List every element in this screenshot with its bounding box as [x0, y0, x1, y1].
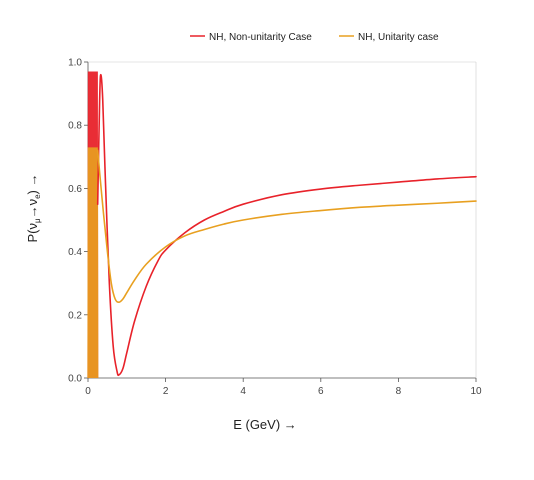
y-tick-label-5: 1.0 — [68, 58, 82, 69]
y-tick-label-3: 0.6 — [68, 184, 82, 195]
y-tick-label-4: 0.8 — [68, 121, 82, 132]
plot-frame — [87, 61, 477, 379]
x-tick-label-4: 8 — [396, 386, 402, 397]
series-line-unitarity — [96, 149, 477, 303]
x-axis-title: E (GeV) → — [233, 417, 297, 432]
y-axis-title: P(νμ→νe) → — [25, 173, 42, 242]
legend: NH, Non-unitarity Case NH, Unitarity cas… — [190, 32, 439, 43]
y-axis-title-prefix: P( — [25, 229, 40, 243]
x-tick-label-1: 2 — [163, 386, 169, 397]
legend-label-unitarity: NH, Unitarity case — [358, 32, 439, 43]
y-axis-title-sub-mu: μ — [33, 218, 42, 223]
y-tick-label-0: 0.0 — [68, 374, 82, 385]
x-tick-label-3: 6 — [318, 386, 324, 397]
x-tick-label-2: 4 — [240, 386, 246, 397]
oscillation-bands — [87, 71, 99, 379]
oscillation-band-unitarity — [87, 147, 99, 379]
y-axis-title-nu-1: ν — [25, 223, 40, 230]
y-axis-title-arrow: → — [25, 205, 40, 218]
x-axis-ticks: 0 2 4 6 8 10 — [85, 378, 482, 397]
series-line-non-unitarity — [96, 73, 477, 377]
y-axis-title-suffix: ) → — [25, 173, 40, 194]
y-axis-title-sub-e: e — [33, 194, 42, 199]
y-axis-title-nu-2: ν — [25, 199, 40, 206]
legend-label-non-unitarity: NH, Non-unitarity Case — [209, 32, 312, 43]
y-tick-label-2: 0.4 — [68, 247, 82, 258]
y-tick-label-1: 0.2 — [68, 310, 82, 321]
series-lines — [96, 73, 477, 377]
x-tick-label-0: 0 — [85, 386, 91, 397]
y-axis-ticks: 0.0 0.2 0.4 0.6 0.8 1.0 — [68, 58, 88, 385]
x-tick-label-5: 10 — [470, 386, 482, 397]
